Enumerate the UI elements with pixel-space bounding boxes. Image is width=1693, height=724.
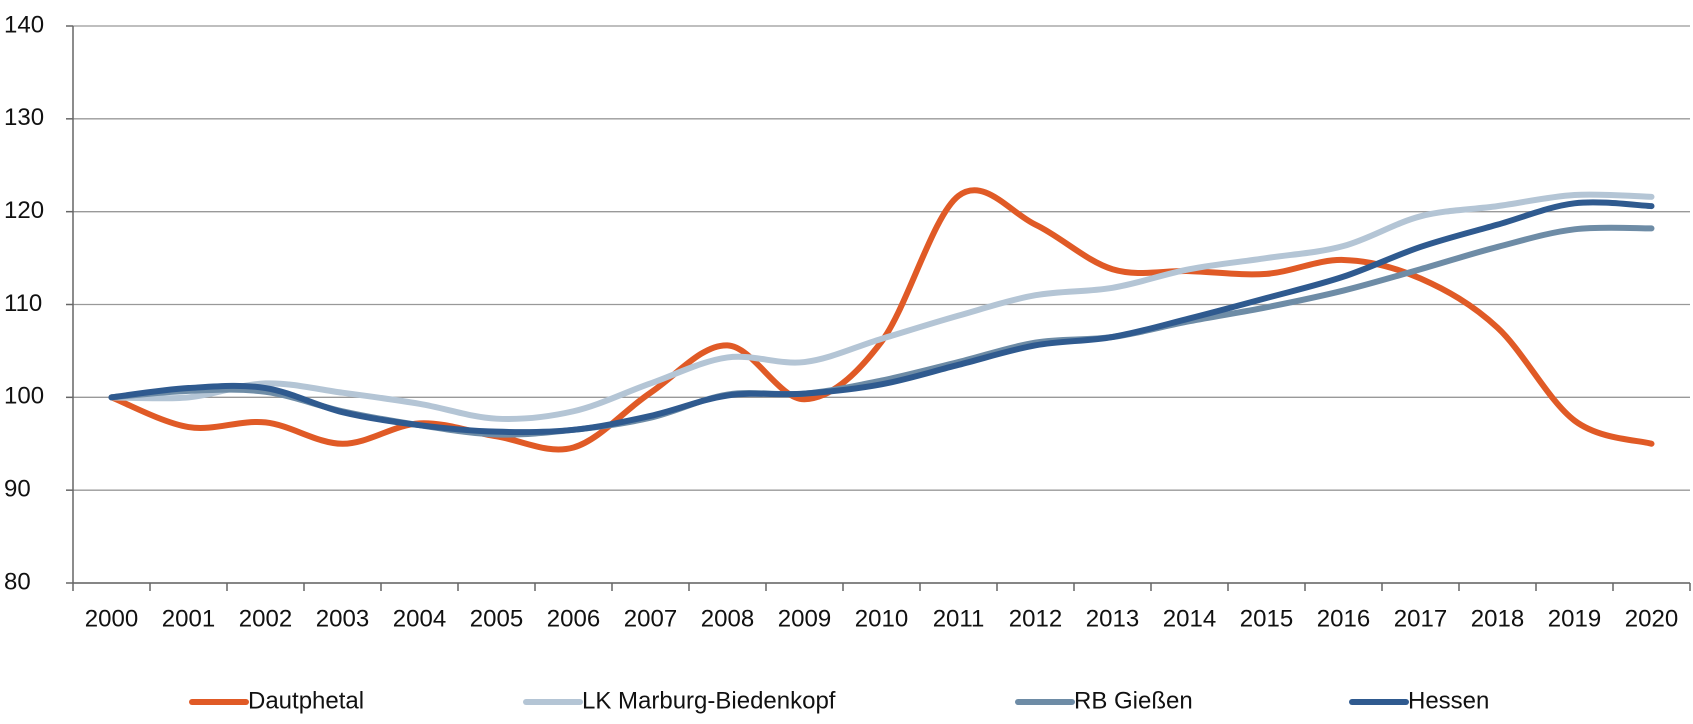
y-tick-label: 130: [4, 104, 44, 131]
y-tick-label: 140: [4, 11, 44, 38]
series-line: [108, 191, 1655, 422]
x-tick-label: 2005: [470, 605, 523, 632]
legend-label: Hessen: [1408, 687, 1489, 714]
x-tick-label: 2013: [1086, 605, 1139, 632]
series-line: [108, 224, 1655, 438]
x-tick-label: 2000: [85, 605, 138, 632]
x-tick-label: 2016: [1317, 605, 1370, 632]
y-tick-label: 100: [4, 383, 44, 410]
y-tick-label: 90: [4, 476, 31, 503]
x-tick-label: 2019: [1548, 605, 1601, 632]
x-tick-label: 2011: [933, 605, 985, 632]
x-tick-label: 2003: [316, 605, 369, 632]
x-tick-label: 2008: [701, 605, 754, 632]
x-tick-label: 2001: [162, 605, 215, 632]
y-tick-label: 110: [4, 290, 42, 317]
x-tick-label: 2012: [1009, 605, 1062, 632]
x-tick-label: 2018: [1471, 605, 1524, 632]
y-tick-label: 80: [4, 568, 31, 595]
x-tick-label: 2007: [624, 605, 677, 632]
x-tick-label: 2009: [778, 605, 831, 632]
legend-label: LK Marburg-Biedenkopf: [582, 687, 836, 714]
x-tick-label: 2017: [1394, 605, 1447, 632]
x-tick-label: 2014: [1163, 605, 1216, 632]
x-tick-label: 2004: [393, 605, 446, 632]
x-tick-label: 2020: [1625, 605, 1678, 632]
x-tick-label: 2006: [547, 605, 600, 632]
y-tick-label: 120: [4, 197, 44, 224]
x-tick-label: 2002: [239, 605, 292, 632]
legend-label: RB Gießen: [1074, 687, 1193, 714]
x-tick-label: 2010: [855, 605, 908, 632]
x-tick-label: 2015: [1240, 605, 1293, 632]
series-line: [108, 199, 1655, 436]
legend-label: Dautphetal: [248, 687, 364, 714]
